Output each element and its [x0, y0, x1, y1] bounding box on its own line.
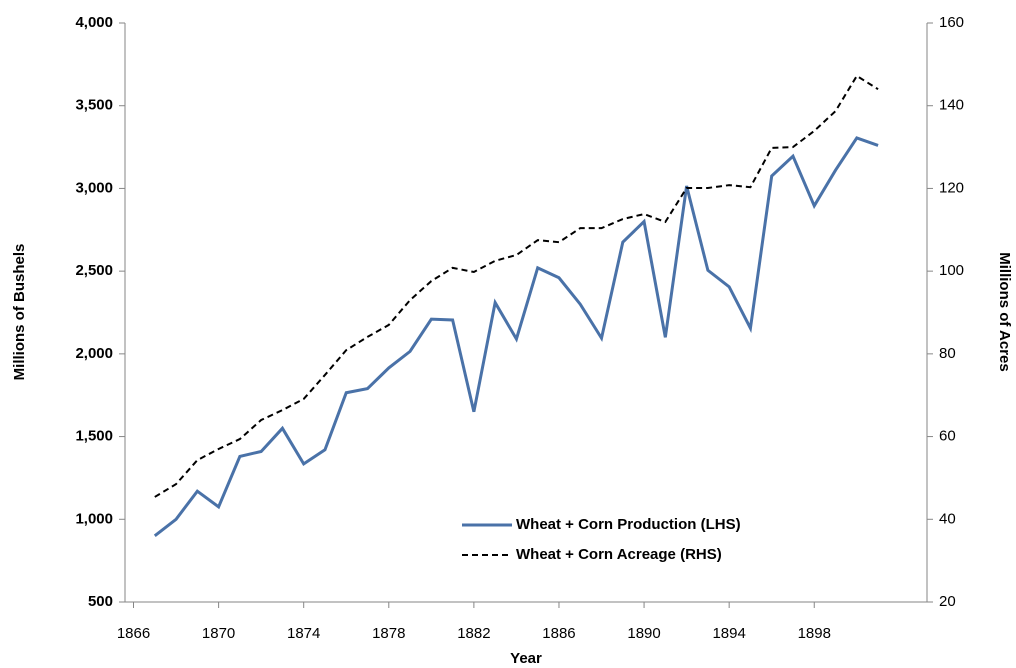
x-tick-label: 1882	[457, 625, 490, 642]
y-tick-label: 500	[88, 593, 113, 610]
y2-tick-label: 140	[939, 97, 964, 114]
legend-label: Wheat + Corn Production (LHS)	[516, 516, 741, 533]
x-tick-label: 1874	[287, 625, 320, 642]
y-tick-label: 2,000	[75, 345, 113, 362]
y2-tick-label: 60	[939, 428, 956, 445]
legend-label: Wheat + Corn Acreage (RHS)	[516, 546, 722, 563]
y2-tick-label: 120	[939, 179, 964, 196]
y2-tick-label: 80	[939, 345, 956, 362]
x-tick-label: 1894	[712, 625, 745, 642]
y-tick-label: 4,000	[75, 14, 113, 31]
y2-tick-label: 100	[939, 262, 964, 279]
y2-tick-label: 160	[939, 14, 964, 31]
x-tick-label: 1878	[372, 625, 405, 642]
y-tick-label: 3,000	[75, 179, 113, 196]
y-axis-title: Millions of Bushels	[11, 244, 28, 381]
x-tick-label: 1890	[627, 625, 660, 642]
y2-tick-label: 20	[939, 593, 956, 610]
x-tick-label: 1886	[542, 625, 575, 642]
y-tick-label: 2,500	[75, 262, 113, 279]
y2-axis-title: Millions of Acres	[996, 252, 1013, 371]
series-line	[153, 136, 879, 538]
x-axis-title: Year	[510, 650, 542, 667]
y-tick-label: 3,500	[75, 97, 113, 114]
x-tick-label: 1870	[202, 625, 235, 642]
x-tick-label: 1866	[117, 625, 150, 642]
y-tick-label: 1,000	[75, 510, 113, 527]
series-line	[154, 74, 879, 498]
x-tick-label: 1898	[798, 625, 831, 642]
y2-tick-label: 40	[939, 510, 956, 527]
y-tick-label: 1,500	[75, 428, 113, 445]
